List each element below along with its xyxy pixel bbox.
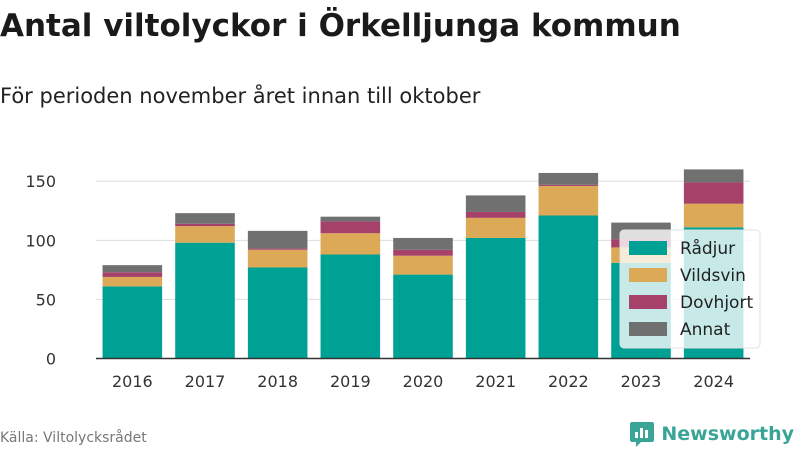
x-tick-label: 2021 — [475, 372, 516, 391]
bar-segment — [538, 185, 599, 216]
y-tick-label: 50 — [36, 290, 56, 309]
bar-segment — [102, 276, 163, 287]
bar-segment — [393, 249, 453, 256]
bar-segment — [247, 248, 308, 250]
legend-box — [619, 229, 761, 349]
bar-segment — [102, 272, 163, 277]
y-tick-label: 100 — [25, 231, 56, 250]
legend-label: Annat — [680, 320, 731, 340]
bar-segment — [102, 286, 163, 359]
bar-segment — [465, 237, 526, 359]
bar-segment — [175, 226, 235, 243]
bar-segment — [320, 254, 381, 359]
bar-segment — [102, 265, 163, 273]
x-tick-label: 2023 — [621, 372, 662, 391]
source-note: Källa: Viltolycksrådet — [0, 430, 147, 446]
bar-segment — [175, 213, 235, 224]
bar-segment — [538, 184, 599, 186]
bar-segment — [683, 182, 744, 204]
legend-swatch — [629, 268, 667, 282]
bar-segment — [683, 169, 744, 183]
x-tick-label: 2018 — [257, 372, 298, 391]
bar-segment — [683, 203, 744, 228]
y-tick-label: 150 — [25, 172, 56, 191]
legend-label: Vildsvin — [680, 266, 746, 286]
bar-segment — [538, 172, 599, 185]
x-tick-label: 2024 — [693, 372, 734, 391]
legend-swatch — [629, 295, 667, 309]
chart-title: Antal viltolyckor i Örkelljunga kommun — [0, 8, 681, 44]
brand-logo: Newsworthy — [629, 420, 794, 448]
bar-segment — [320, 216, 381, 222]
bar-segment — [320, 221, 381, 234]
x-tick-label: 2020 — [403, 372, 444, 391]
legend-label: Rådjur — [680, 238, 735, 259]
chart-subtitle: För perioden november året innan till ok… — [0, 84, 481, 108]
bar-segment — [465, 195, 526, 212]
y-tick-label: 0 — [46, 350, 56, 369]
bar-segment — [247, 249, 308, 268]
bar-segment — [465, 217, 526, 238]
legend-swatch — [629, 241, 667, 255]
bar-segment — [538, 215, 599, 359]
bar-segment — [320, 233, 381, 255]
legend-label: Dovhjort — [680, 293, 753, 313]
x-tick-label: 2016 — [112, 372, 153, 391]
newsworthy-logo-icon — [630, 422, 655, 447]
bar-segment — [247, 267, 308, 359]
x-tick-label: 2022 — [548, 372, 589, 391]
x-tick-label: 2019 — [330, 372, 371, 391]
bar-segment — [393, 255, 453, 275]
brand-name: Newsworthy — [661, 423, 794, 445]
bar-segment — [393, 274, 453, 359]
bar-segment — [175, 242, 235, 359]
bar-segment — [465, 211, 526, 218]
bar-segment — [393, 237, 453, 250]
bar-segment — [247, 230, 308, 249]
x-tick-label: 2017 — [185, 372, 226, 391]
legend-swatch — [629, 322, 667, 336]
bar-segment — [175, 223, 235, 227]
stacked-bar-chart: 0 50 100 150 2016 2017 2018 2019 2020 2021 2022 202… — [25, 169, 761, 391]
